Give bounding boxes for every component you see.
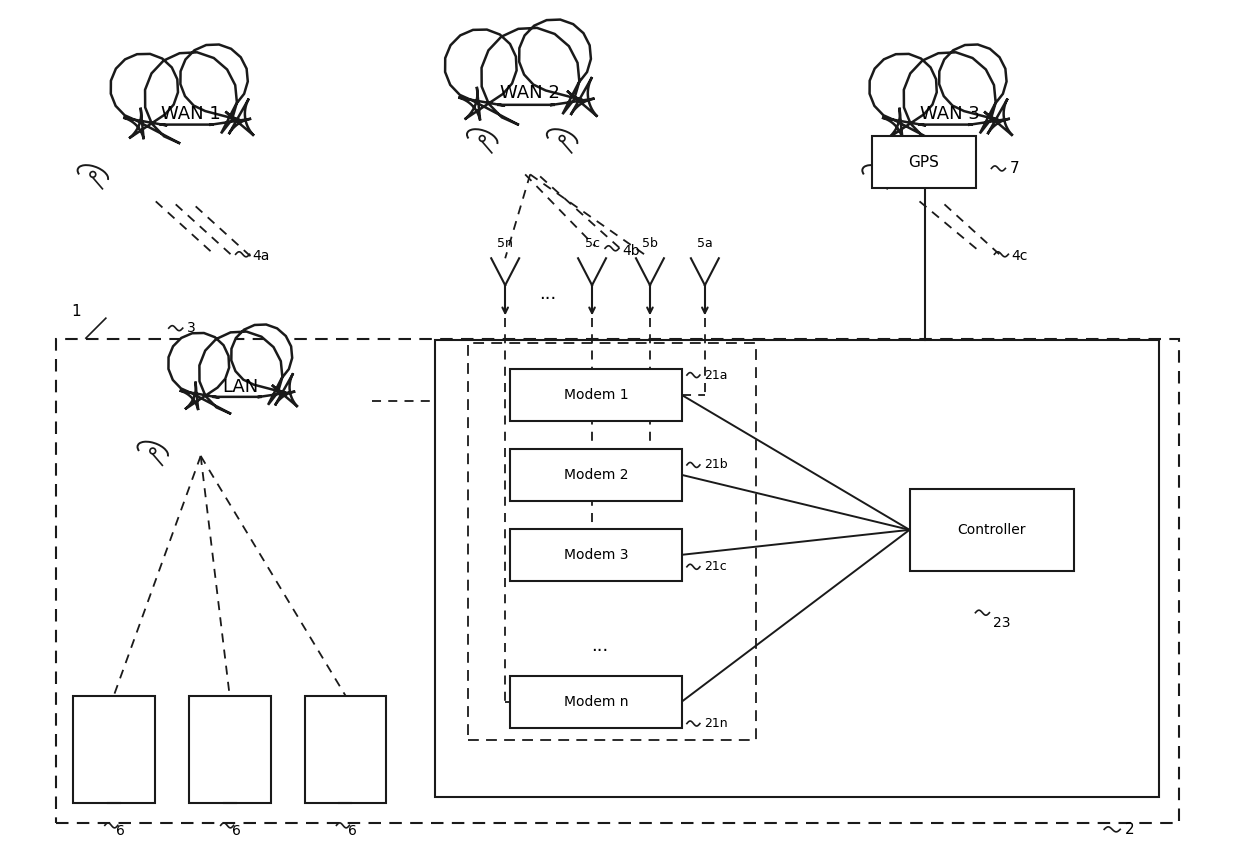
Text: 4c: 4c: [1012, 249, 1028, 264]
Text: 5c: 5c: [584, 237, 600, 250]
Text: 5a: 5a: [697, 237, 713, 250]
Polygon shape: [110, 45, 254, 144]
Circle shape: [480, 135, 485, 141]
Text: 21n: 21n: [704, 717, 728, 730]
Text: Modem 2: Modem 2: [564, 468, 629, 482]
Circle shape: [559, 135, 565, 141]
Text: 5b: 5b: [642, 237, 658, 250]
Bar: [909, 489, 1074, 571]
Text: 21a: 21a: [704, 369, 728, 382]
Bar: [188, 696, 270, 804]
Text: ...: ...: [591, 637, 609, 655]
Text: 6: 6: [348, 824, 357, 838]
Text: LAN: LAN: [222, 378, 259, 396]
Text: 7: 7: [1009, 161, 1019, 176]
Text: 4a: 4a: [253, 249, 270, 264]
Polygon shape: [169, 324, 298, 414]
Text: WAN 3: WAN 3: [920, 104, 980, 122]
Bar: [305, 696, 387, 804]
Text: GPS: GPS: [909, 155, 940, 170]
Text: Modem n: Modem n: [564, 694, 629, 709]
Text: 4b: 4b: [622, 244, 640, 259]
Bar: [56, 339, 1179, 823]
Text: Modem 3: Modem 3: [564, 548, 629, 562]
Text: 5n: 5n: [497, 237, 513, 250]
Text: ...: ...: [539, 285, 557, 303]
Text: Controller: Controller: [957, 523, 1027, 537]
Text: 2: 2: [1125, 822, 1135, 837]
Text: Modem 1: Modem 1: [564, 388, 629, 402]
Bar: [510, 369, 682, 421]
Bar: [469, 343, 755, 740]
Text: 21b: 21b: [704, 459, 728, 472]
Bar: [872, 136, 976, 188]
Text: WAN 2: WAN 2: [500, 84, 560, 103]
Text: 6: 6: [117, 824, 125, 838]
Text: WAN 1: WAN 1: [161, 104, 221, 122]
Polygon shape: [869, 45, 1013, 144]
Text: 23: 23: [993, 615, 1011, 630]
Bar: [435, 340, 1159, 798]
Circle shape: [150, 448, 156, 454]
Text: 21c: 21c: [704, 561, 727, 574]
Text: 3: 3: [187, 321, 196, 336]
Circle shape: [874, 171, 880, 177]
Bar: [510, 449, 682, 501]
Polygon shape: [445, 20, 598, 125]
Bar: [510, 675, 682, 728]
Bar: [73, 696, 155, 804]
Text: 6: 6: [232, 824, 241, 838]
Text: 1: 1: [71, 304, 81, 318]
Bar: [510, 529, 682, 580]
Circle shape: [91, 171, 95, 177]
